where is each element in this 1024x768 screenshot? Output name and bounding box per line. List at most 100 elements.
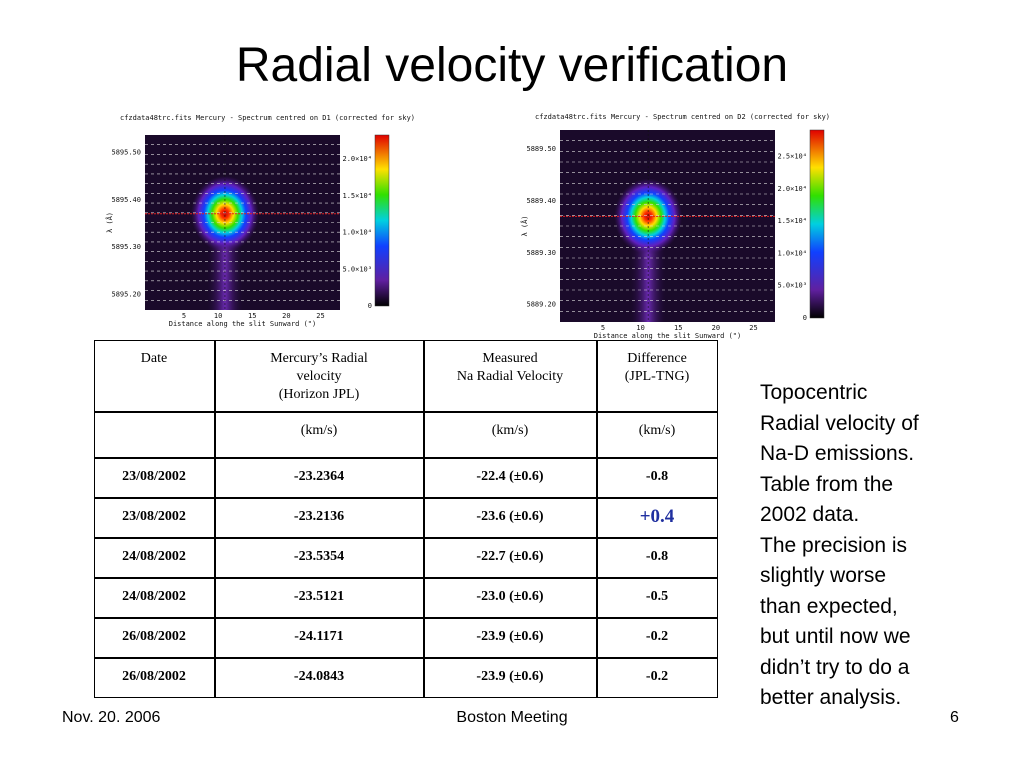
note-line: than expected, — [760, 594, 898, 618]
y-tick-label: 5895.30 — [111, 243, 141, 251]
cell-text: -0.2 — [645, 628, 669, 644]
colorbar — [809, 129, 825, 319]
cell-text: -22.7 (±0.6) — [476, 548, 544, 564]
cell-text: 26/08/2002 — [122, 628, 186, 644]
units-text: (km/s) — [491, 422, 529, 438]
cell-text: -23.2136 — [293, 508, 345, 524]
cell-text: -24.1171 — [294, 628, 344, 644]
x-tick-label: 20 — [282, 312, 290, 320]
plot-header: cfzdata48trc.fits Mercury - Spectrum cen… — [535, 113, 830, 121]
colorbar-label: 5.0×10³ — [777, 282, 807, 290]
header-line: Na Radial Velocity — [456, 368, 564, 384]
y-tick-label: 5895.40 — [111, 196, 141, 204]
header-cell: Difference (JPL-TNG) — [596, 339, 718, 412]
cell-text: -23.9 (±0.6) — [476, 628, 544, 644]
cell-text: -23.0 (±0.6) — [476, 588, 544, 604]
table-cell: -23.9 (±0.6) — [423, 617, 597, 658]
header-line: (Horizon JPL) — [278, 386, 360, 402]
note-line: didn’t try to do a — [760, 655, 910, 679]
note-line: Radial velocity of — [760, 411, 919, 435]
cell-text: 24/08/2002 — [122, 588, 186, 604]
colorbar-label: 1.5×10⁴ — [777, 217, 807, 225]
y-tick-label: 5889.50 — [526, 145, 556, 153]
units-cell — [93, 411, 215, 458]
header-line: Date — [140, 350, 168, 366]
y-tick-label: 5895.50 — [111, 149, 141, 157]
colorbar-label: 2.0×10⁴ — [342, 155, 372, 163]
note-line: 2002 data. — [760, 503, 860, 526]
colorbar-label: 2.5×10⁴ — [777, 153, 807, 161]
header-line: Difference — [627, 350, 687, 366]
units-cell: (km/s) — [596, 411, 718, 458]
header-cell: Date — [93, 339, 215, 412]
note-line: Table from the — [760, 472, 894, 496]
x-tick-label: 25 — [749, 324, 757, 332]
header-line: Measured — [482, 350, 538, 366]
table-cell: -24.0843 — [214, 657, 424, 698]
note-line: The precision is — [760, 533, 908, 557]
header-line: (JPL-TNG) — [624, 368, 690, 384]
cell-text: -0.2 — [645, 668, 669, 684]
table-cell: -23.5121 — [214, 577, 424, 618]
x-tick-label: 5 — [182, 312, 186, 320]
footer-right: 6 — [950, 709, 959, 726]
cell-text: 24/08/2002 — [122, 548, 186, 564]
table-cell: 26/08/2002 — [93, 617, 215, 658]
y-tick-label: 5889.20 — [526, 301, 556, 309]
cell-text: -23.2364 — [293, 468, 345, 484]
plots: cfzdata48trc.fits Mercury - Spectrum cen… — [105, 113, 830, 340]
cell-text: -0.8 — [645, 548, 669, 564]
colorbar-label: 1.5×10⁴ — [342, 192, 372, 200]
y-tick-label: 5889.30 — [526, 249, 556, 257]
table-cell: -23.2136 — [214, 497, 424, 538]
table-cell: -0.8 — [596, 537, 718, 578]
table-cell: -0.2 — [596, 657, 718, 698]
y-axis-label: λ (Å) — [520, 215, 529, 236]
y-axis-label: λ (Å) — [105, 212, 114, 233]
cell-text: 23/08/2002 — [122, 508, 186, 524]
table-cell: -22.7 (±0.6) — [423, 537, 597, 578]
x-tick-label: 15 — [674, 324, 682, 332]
units-text: (km/s) — [300, 422, 338, 438]
units-cell: (km/s) — [214, 411, 424, 458]
colorbar — [374, 134, 390, 307]
footer-center: Boston Meeting — [456, 709, 568, 726]
x-axis-label: Distance along the slit Sunward (") — [169, 320, 317, 328]
table-cell: -0.5 — [596, 577, 718, 618]
footer-left: Nov. 20. 2006 — [62, 709, 161, 726]
note-line: Topocentric — [760, 381, 868, 404]
cell-text: -23.9 (±0.6) — [476, 668, 544, 684]
table-cell: +0.4 — [596, 497, 718, 538]
x-tick-label: 5 — [601, 324, 605, 332]
colorbar-label: 5.0×10³ — [342, 265, 372, 273]
colorbar-label: 1.0×10⁴ — [777, 249, 807, 257]
table-cell: 23/08/2002 — [93, 497, 215, 538]
x-tick-label: 10 — [214, 312, 222, 320]
cell-text: -23.5354 — [293, 548, 345, 564]
cell-text: -0.8 — [645, 468, 669, 484]
cell-text: +0.4 — [639, 505, 675, 527]
cell-text: -22.4 (±0.6) — [476, 468, 544, 484]
table-cell: -23.5354 — [214, 537, 424, 578]
colorbar-label: 0 — [803, 314, 807, 322]
title: Radial velocity verification — [235, 39, 789, 92]
table-cell: -0.2 — [596, 617, 718, 658]
x-tick-label: 20 — [712, 324, 720, 332]
table-cell: 26/08/2002 — [93, 657, 215, 698]
x-tick-label: 25 — [316, 312, 324, 320]
table-cell: -0.8 — [596, 457, 718, 498]
colorbar-label: 0 — [368, 302, 372, 310]
table-cell: -24.1171 — [214, 617, 424, 658]
cell-text: -24.0843 — [293, 668, 345, 684]
units-cell: (km/s) — [423, 411, 597, 458]
note-line: slightly worse — [760, 564, 887, 587]
table-cell: -23.0 (±0.6) — [423, 577, 597, 618]
header-line: velocity — [296, 368, 342, 384]
plot-header: cfzdata48trc.fits Mercury - Spectrum cen… — [120, 114, 415, 122]
cell-text: -23.5121 — [293, 588, 345, 604]
table-cell: 23/08/2002 — [93, 457, 215, 498]
note: Topocentric Radial velocity of Na-D emissi… — [760, 378, 919, 714]
header-cell: Mercury’s Radial velocity (Horizon JPL) — [214, 339, 424, 412]
cell-text: -23.6 (±0.6) — [476, 508, 544, 524]
